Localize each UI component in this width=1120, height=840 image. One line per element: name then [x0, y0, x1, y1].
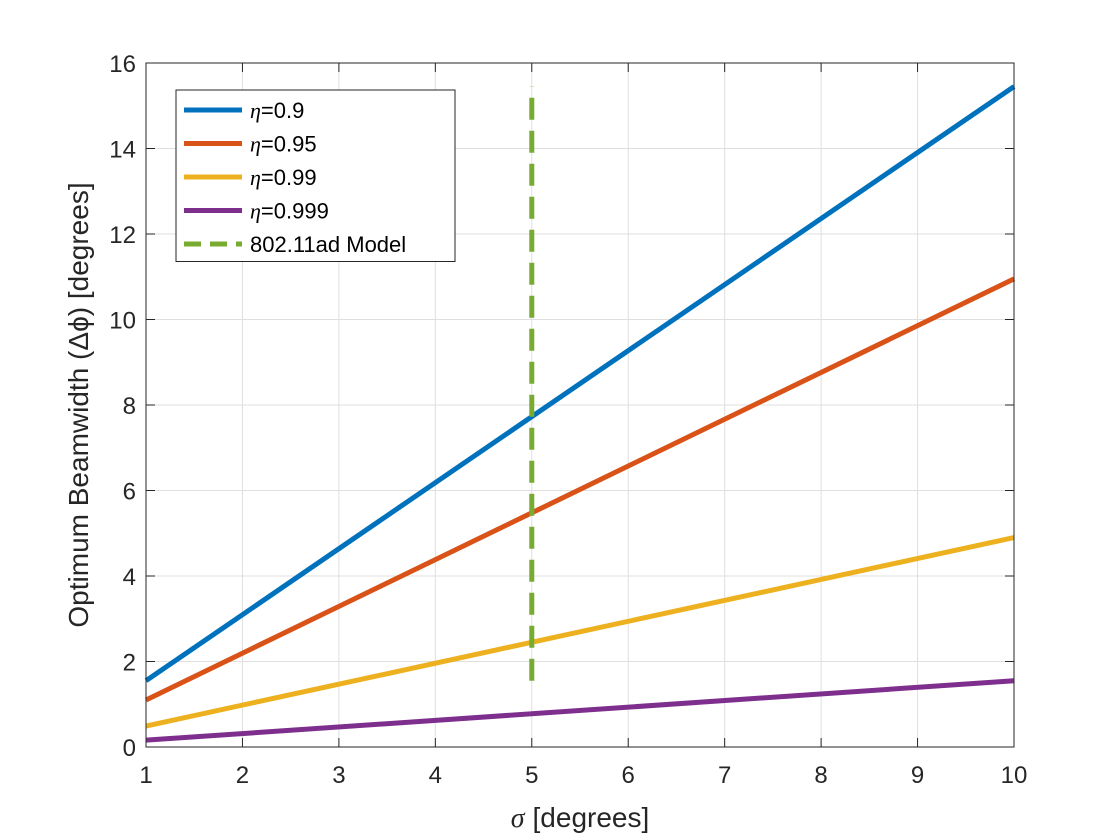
series-layer	[144, 84, 1016, 743]
legend-entry-label: =0.95	[261, 132, 317, 157]
legend-entry: η=0.999	[250, 199, 329, 224]
y-tick-label: 6	[123, 479, 136, 506]
x-tick-label: 7	[718, 762, 731, 789]
ticks	[145, 62, 1015, 748]
legend-entry-label: =0.9	[261, 98, 304, 123]
series-line	[145, 678, 1015, 743]
legend-entry-label: =0.999	[261, 199, 329, 224]
y-tick-label: 8	[123, 393, 136, 420]
x-tick-label: 3	[332, 762, 345, 789]
y-tick-label: 12	[109, 222, 136, 249]
x-tick-label: 5	[525, 762, 538, 789]
legend-entry-label: =0.99	[261, 165, 317, 190]
series-line	[145, 535, 1015, 729]
legend-entry-symbol: η	[250, 199, 261, 224]
x-tick-label: 8	[814, 762, 827, 789]
legend-entry: η=0.95	[250, 132, 317, 157]
legend-entry: 802.11ad Model	[250, 232, 406, 257]
x-axis-label: σ [degrees]	[511, 802, 650, 834]
legend-entry-symbol: η	[250, 132, 261, 157]
x-axis-label-text: [degrees]	[533, 802, 650, 833]
y-tick-label: 16	[109, 51, 136, 78]
series-line	[144, 276, 1016, 703]
y-tick-label: 0	[123, 735, 136, 762]
x-tick-label: 9	[911, 762, 924, 789]
legend-entry-label: 802.11ad Model	[250, 232, 406, 257]
x-tick-label: 1	[139, 762, 152, 789]
y-tick-label: 10	[109, 308, 136, 335]
legend-entry: η=0.99	[250, 165, 317, 190]
legend-entry-symbol: η	[250, 98, 261, 123]
legend-entry-symbol: η	[250, 165, 261, 190]
x-axis-label-symbol: σ	[511, 803, 526, 834]
legend-entry: η=0.9	[250, 98, 304, 123]
y-tick-label: 4	[123, 564, 136, 591]
x-tick-label: 6	[622, 762, 635, 789]
x-tick-label: 2	[236, 762, 249, 789]
x-tick-label: 10	[1001, 762, 1028, 789]
y-tick-label: 14	[109, 137, 136, 164]
y-tick-label: 2	[123, 650, 136, 677]
series-line	[144, 84, 1016, 683]
y-axis-label: Optimum Beamwidth (Δϕ) [degrees]	[63, 182, 94, 627]
x-tick-label: 4	[429, 762, 442, 789]
